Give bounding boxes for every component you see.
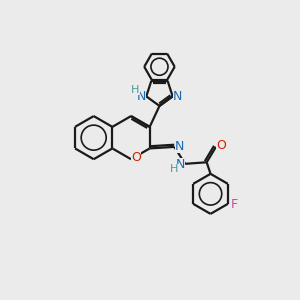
Text: H: H bbox=[131, 85, 140, 95]
Text: N: N bbox=[176, 158, 185, 171]
Text: H: H bbox=[170, 164, 178, 174]
Text: N: N bbox=[137, 90, 146, 103]
Text: N: N bbox=[175, 140, 184, 153]
Text: F: F bbox=[231, 198, 239, 211]
Text: O: O bbox=[131, 151, 141, 164]
Text: O: O bbox=[216, 139, 226, 152]
Text: N: N bbox=[172, 90, 182, 103]
